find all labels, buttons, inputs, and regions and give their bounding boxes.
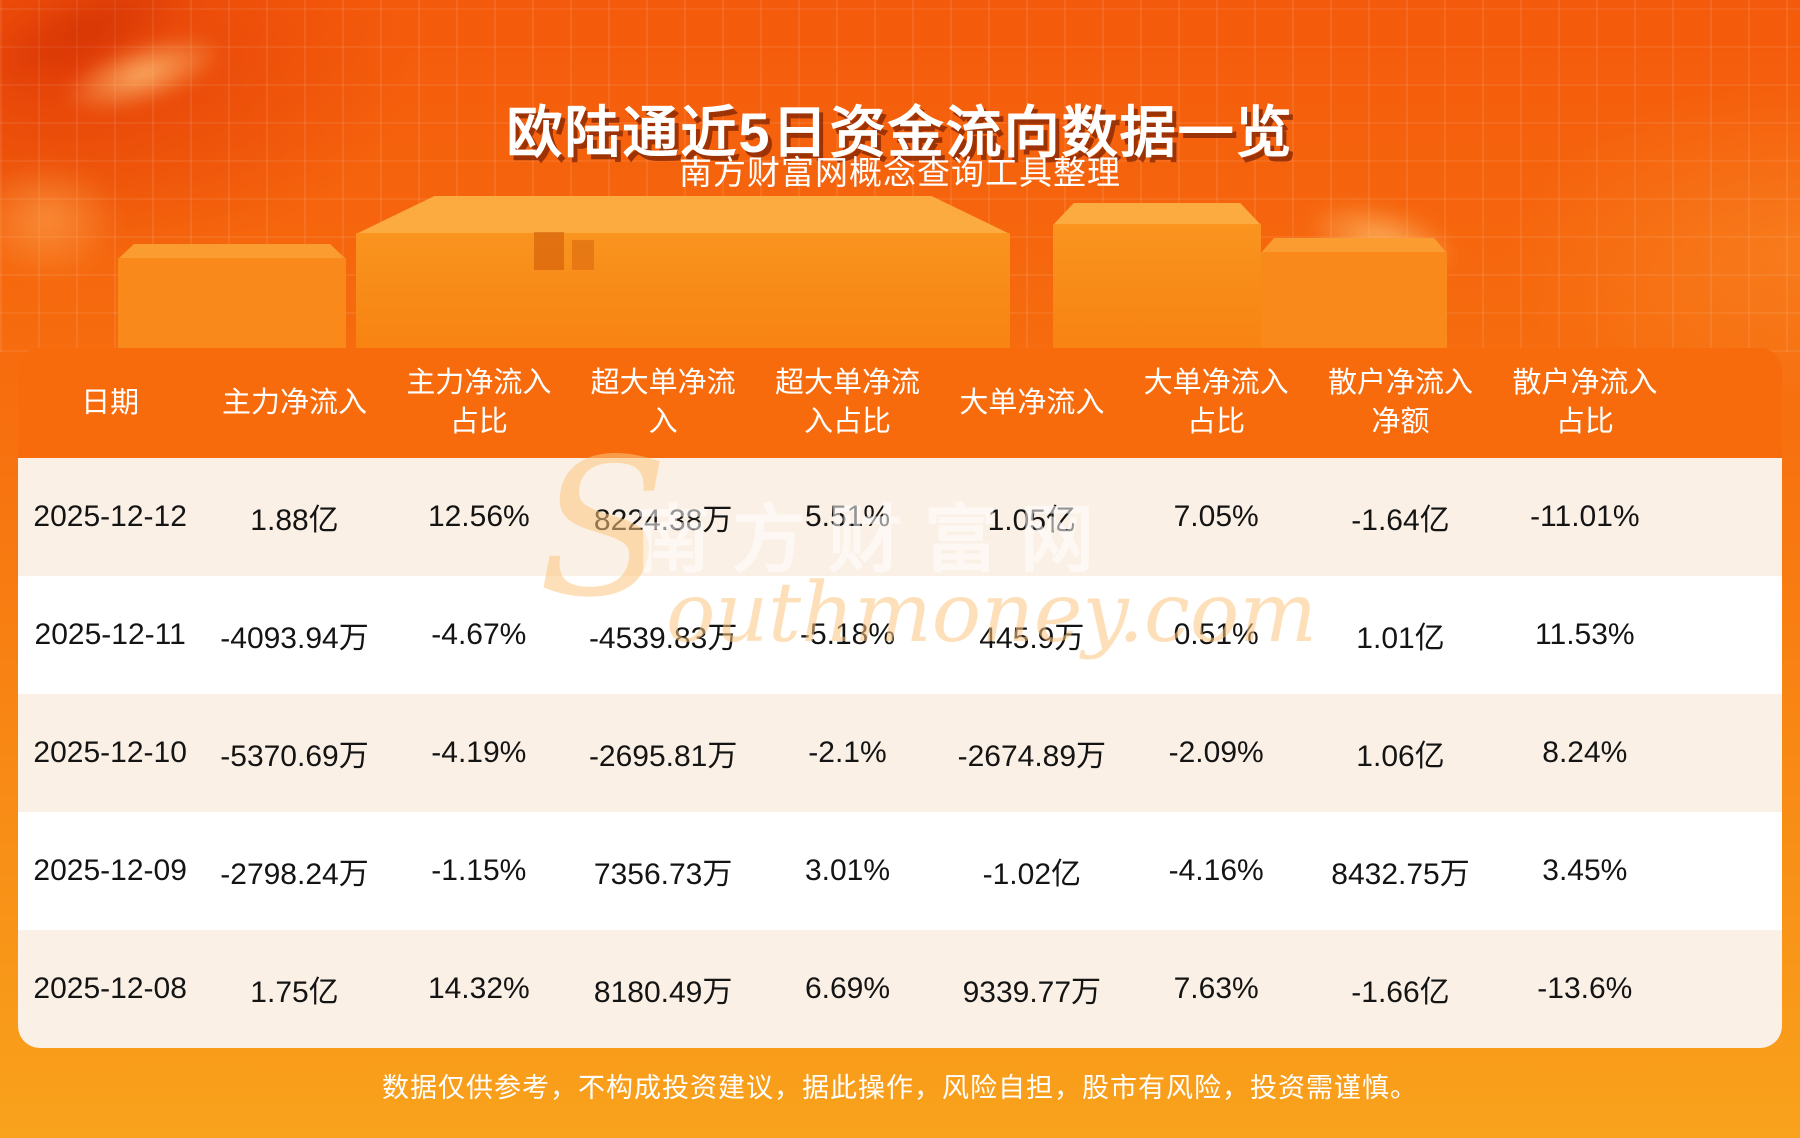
podium-center-front-face: [356, 233, 1010, 349]
cell-value: -1.64亿: [1351, 504, 1450, 537]
cell-value: 6.69%: [804, 972, 891, 1005]
cell-value: 8224.38万: [593, 504, 733, 537]
cell-value: -4.16%: [1168, 854, 1264, 887]
table-row: 2025-12-08 1.75亿 14.32% 8180.49万 6.69% 9…: [18, 930, 1782, 1048]
cell-value: 1.06亿: [1356, 740, 1445, 773]
podium-center-top-face: [356, 196, 1010, 234]
cell-date: 2025-12-08: [33, 972, 187, 1005]
header-retail-net-inflow-ratio: 散户净流入 占比: [1512, 367, 1658, 438]
podium-right-front-face: [1053, 224, 1261, 349]
cell-value: -4.19%: [431, 736, 527, 769]
cell-value: 3.45%: [1542, 854, 1628, 887]
header-large-order-net-inflow-ratio: 大单净流入 占比: [1143, 367, 1289, 438]
cell-value: -2798.24万: [220, 858, 369, 891]
cell-value: -1.66亿: [1351, 976, 1450, 1009]
cell-date: 2025-12-10: [33, 736, 187, 769]
header-main-net-inflow: 主力净流入: [221, 386, 367, 419]
table-row: 2025-12-12 1.88亿 12.56% 8224.38万 5.51% 1…: [18, 458, 1782, 576]
table-row: 2025-12-09 -2798.24万 -1.15% 7356.73万 3.0…: [18, 812, 1782, 930]
header-main-net-inflow-ratio: 主力净流入 占比: [406, 367, 552, 438]
disclaimer-text: 数据仅供参考，不构成投资建议，据此操作，风险自担，股市有风险，投资需谨慎。: [382, 1073, 1418, 1103]
cell-date: 2025-12-11: [34, 618, 186, 651]
cell-value: -2695.81万: [588, 740, 738, 773]
table-row: 2025-12-10 -5370.69万 -4.19% -2695.81万 -2…: [18, 694, 1782, 812]
cell-value: -4539.83万: [588, 622, 738, 655]
cell-value: 1.88亿: [250, 504, 339, 537]
table-row: 2025-12-11 -4093.94万 -4.67% -4539.83万 -5…: [18, 576, 1782, 694]
page-subtitle: 南方财富网概念查询工具整理: [679, 154, 1121, 191]
cell-value: 7.05%: [1173, 500, 1259, 533]
cell-value: -5.18%: [799, 618, 896, 651]
cell-value: 8432.75万: [1331, 858, 1470, 891]
cell-value: -11.01%: [1530, 500, 1640, 533]
cell-value: -1.02亿: [982, 858, 1082, 891]
cell-value: -2.09%: [1168, 736, 1264, 769]
cell-value: 9339.77万: [962, 976, 1102, 1009]
fund-flow-table: 日期 主力净流入 主力净流入 占比 超大单净流 入 超大单净流 入占比 大单净流…: [18, 348, 1782, 1048]
header-retail-net-inflow: 散户净流入 净额: [1327, 367, 1473, 438]
cell-value: -13.6%: [1537, 972, 1633, 1005]
podium-left-front-face: [118, 258, 346, 349]
cell-value: 8180.49万: [593, 976, 733, 1009]
cell-value: 3.01%: [804, 854, 891, 887]
header-xl-order-net-inflow: 超大单净流 入: [590, 367, 736, 438]
header-date: 日期: [81, 386, 140, 419]
cell-value: 12.56%: [427, 500, 530, 533]
cell-date: 2025-12-12: [33, 500, 187, 533]
cell-value: 5.51%: [804, 500, 891, 533]
decorative-swoosh-left: [0, 160, 122, 280]
podium-left-top-face: [118, 244, 346, 259]
cell-value: -2.1%: [808, 736, 887, 769]
podium-notch-decoration: [572, 240, 594, 270]
cell-value: -1.15%: [431, 854, 527, 887]
podium-notch-decoration: [534, 232, 564, 270]
cell-value: -4093.94万: [220, 622, 369, 655]
cell-value: -2674.89万: [957, 740, 1107, 773]
cell-value: 0.51%: [1173, 618, 1259, 651]
cell-value: 1.05亿: [987, 504, 1077, 537]
cell-value: -5370.69万: [220, 740, 369, 773]
cell-value: 14.32%: [427, 972, 530, 1005]
podium-far-right-top-face: [1261, 238, 1447, 253]
page-title: 欧陆通近5日资金流向数据一览: [506, 100, 1294, 164]
cell-value: 7.63%: [1173, 972, 1259, 1005]
cell-value: 11.53%: [1535, 618, 1635, 651]
table-header-row: 日期 主力净流入 主力净流入 占比 超大单净流 入 超大单净流 入占比 大单净流…: [18, 348, 1782, 458]
cell-value: 8.24%: [1542, 736, 1628, 769]
podium-right-top-face: [1053, 203, 1261, 225]
cell-value: 1.75亿: [250, 976, 339, 1009]
cell-date: 2025-12-09: [33, 854, 187, 887]
cell-value: 1.01亿: [1356, 622, 1445, 655]
podium-far-right-front-face: [1261, 252, 1447, 349]
header-large-order-net-inflow: 大单净流入: [959, 386, 1105, 419]
cell-value: 445.9万: [979, 622, 1085, 655]
header-xl-order-net-inflow-ratio: 超大单净流 入占比: [774, 367, 920, 438]
cell-value: 7356.73万: [593, 858, 733, 891]
cell-value: -4.67%: [431, 618, 527, 651]
